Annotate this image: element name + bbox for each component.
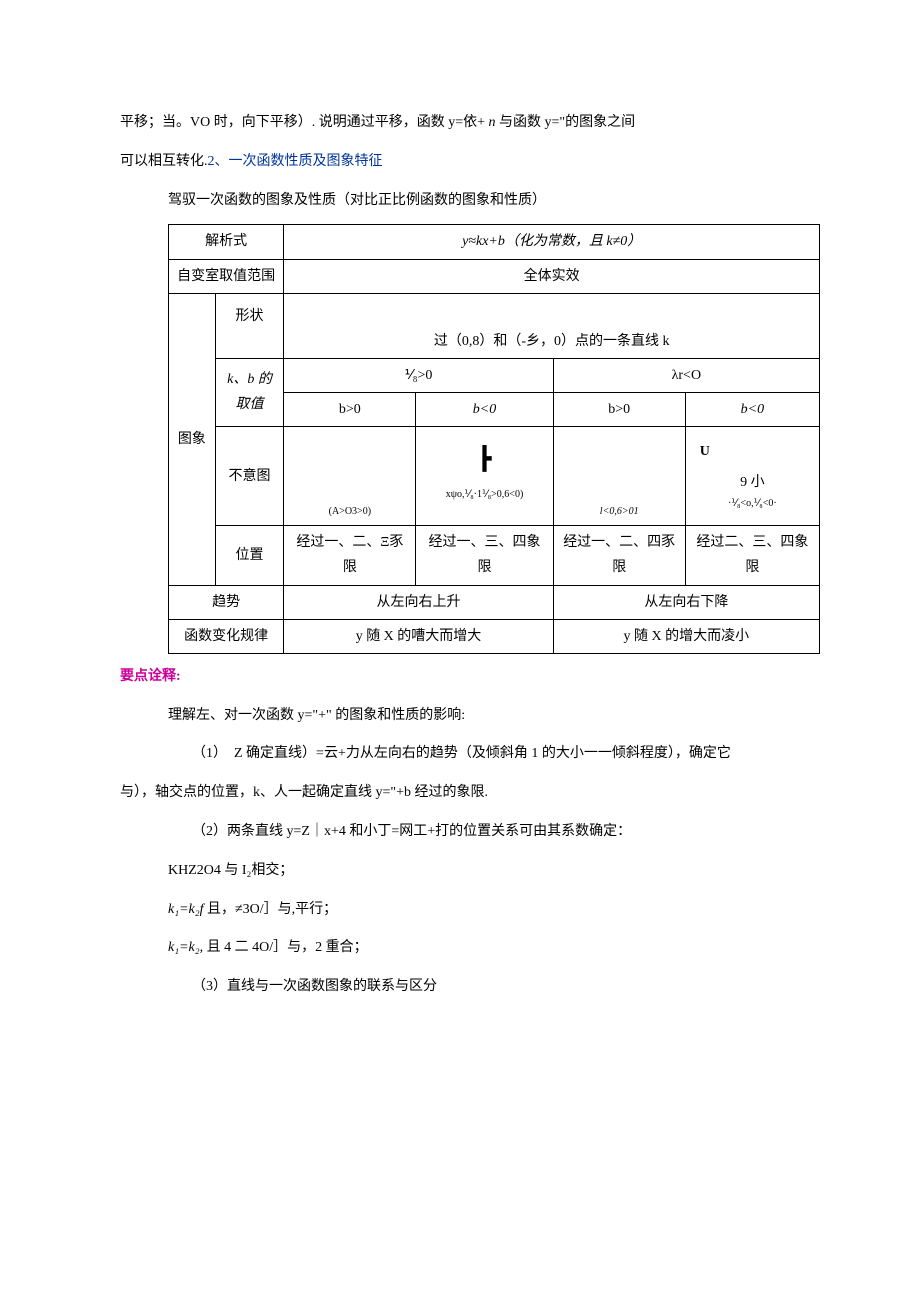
text: 平移；当。VO 时，向下平移）. 说明通过平移，函数 y=依+ (120, 115, 485, 130)
cell-value: 从左向右下降 (553, 585, 819, 619)
note-line: （3）直线与一次函数图象的联系与区分 (192, 972, 820, 1003)
cell-value: 经过二、三、四象限 (685, 526, 819, 585)
cell-value: 经过一、二、Ξ豕限 (284, 526, 416, 585)
table-row: 不意图 (A>O3>0) ┣ xψo,⅟₈·1⅟₈>0,6<0) l<0,6>0… (169, 427, 820, 526)
table-row: 解析式 y≈kx+b（化为常数，且 k≠0） (169, 225, 820, 259)
section-heading: 2、一次函数性质及图象特征 (208, 154, 383, 169)
diagram-cell: l<0,6>01 (553, 427, 685, 526)
cell-value: λr<O (553, 358, 819, 392)
table-row: k、b 的取值 ⅟₈>0 λr<O (169, 358, 820, 392)
cell-value: 从左向右上升 (284, 585, 553, 619)
cell-label: 自变室取值范围 (169, 259, 284, 293)
cell-value: b>0 (553, 392, 685, 426)
intro-line-1: 平移；当。VO 时，向下平移）. 说明通过平移，函数 y=依+ n 与函数 y=… (120, 108, 820, 139)
cell-value: 经过一、二、四豕限 (553, 526, 685, 585)
text: 可以相互转化. (120, 154, 208, 169)
cell-value: 过（0,8）和（-乡，0）点的一条直线 k (284, 293, 820, 358)
cell-value: 经过一、三、四象限 (416, 526, 553, 585)
cell-value: y 随 X 的嘈大而增大 (284, 619, 553, 653)
cell-value: 全体实效 (284, 259, 820, 293)
cell-label: 不意图 (215, 427, 284, 526)
cell-value: y 随 X 的增大而凌小 (553, 619, 819, 653)
note-line: （2）两条直线 y=Z｜x+4 和小丁=网工+打的位置关系可由其系数确定： (192, 817, 820, 848)
cell-side-header: 图象 (169, 293, 216, 585)
diagram-cell: U 9 小 ·⅟₈<o,⅟₈<0· (685, 427, 819, 526)
note-line: （1） Z 确定直线）=云+力从左向右的趋势（及倾斜角 1 的大小一一倾斜程度）… (192, 739, 820, 770)
table-row: 自变室取值范围 全体实效 (169, 259, 820, 293)
text: 与函数 y="的图象之间 (499, 115, 635, 130)
cell-value: b<0 (416, 392, 553, 426)
cell-label: 解析式 (169, 225, 284, 259)
cell-label: 函数变化规律 (169, 619, 284, 653)
note-line: k₁=k₂f 且，≠3O/］与,平行； (168, 895, 820, 926)
intro-line-2: 可以相互转化.2、一次函数性质及图象特征 (120, 147, 820, 178)
text: n (489, 115, 496, 130)
intro-line-3: 驾驭一次函数的图象及性质（对比正比例函数的图象和性质） (168, 186, 820, 217)
table-row: 函数变化规律 y 随 X 的嘈大而增大 y 随 X 的增大而凌小 (169, 619, 820, 653)
cell-label: k、b 的取值 (215, 358, 284, 426)
cell-value: y≈kx+b（化为常数，且 k≠0） (284, 225, 820, 259)
cell-value: b>0 (284, 392, 416, 426)
cell-label: 位置 (215, 526, 284, 585)
diagram-cell: ┣ xψo,⅟₈·1⅟₈>0,6<0) (416, 427, 553, 526)
note-line: k₁=k₂, 且 4 二 4O/］与，2 重合； (168, 933, 820, 964)
note-line: 与），轴交点的位置，k、人一起确定直线 y="+b 经过的象限. (120, 778, 820, 809)
table-row: 趋势 从左向右上升 从左向右下降 (169, 585, 820, 619)
note-line: 理解左、对一次函数 y="+" 的图象和性质的影响: (168, 701, 820, 732)
table-row: 位置 经过一、二、Ξ豕限 经过一、三、四象限 经过一、二、四豕限 经过二、三、四… (169, 526, 820, 585)
diagram-cell: (A>O3>0) (284, 427, 416, 526)
cell-value: ⅟₈>0 (284, 358, 553, 392)
table-row: 图象 形状 过（0,8）和（-乡，0）点的一条直线 k (169, 293, 820, 358)
properties-table: 解析式 y≈kx+b（化为常数，且 k≠0） 自变室取值范围 全体实效 图象 形… (168, 224, 820, 654)
cell-value: b<0 (685, 392, 819, 426)
notes-title: 要点诠释: (120, 662, 820, 693)
note-line: KHZ2O4 与 I₂相交； (168, 856, 820, 887)
cell-label: 趋势 (169, 585, 284, 619)
cell-label: 形状 (215, 293, 284, 358)
